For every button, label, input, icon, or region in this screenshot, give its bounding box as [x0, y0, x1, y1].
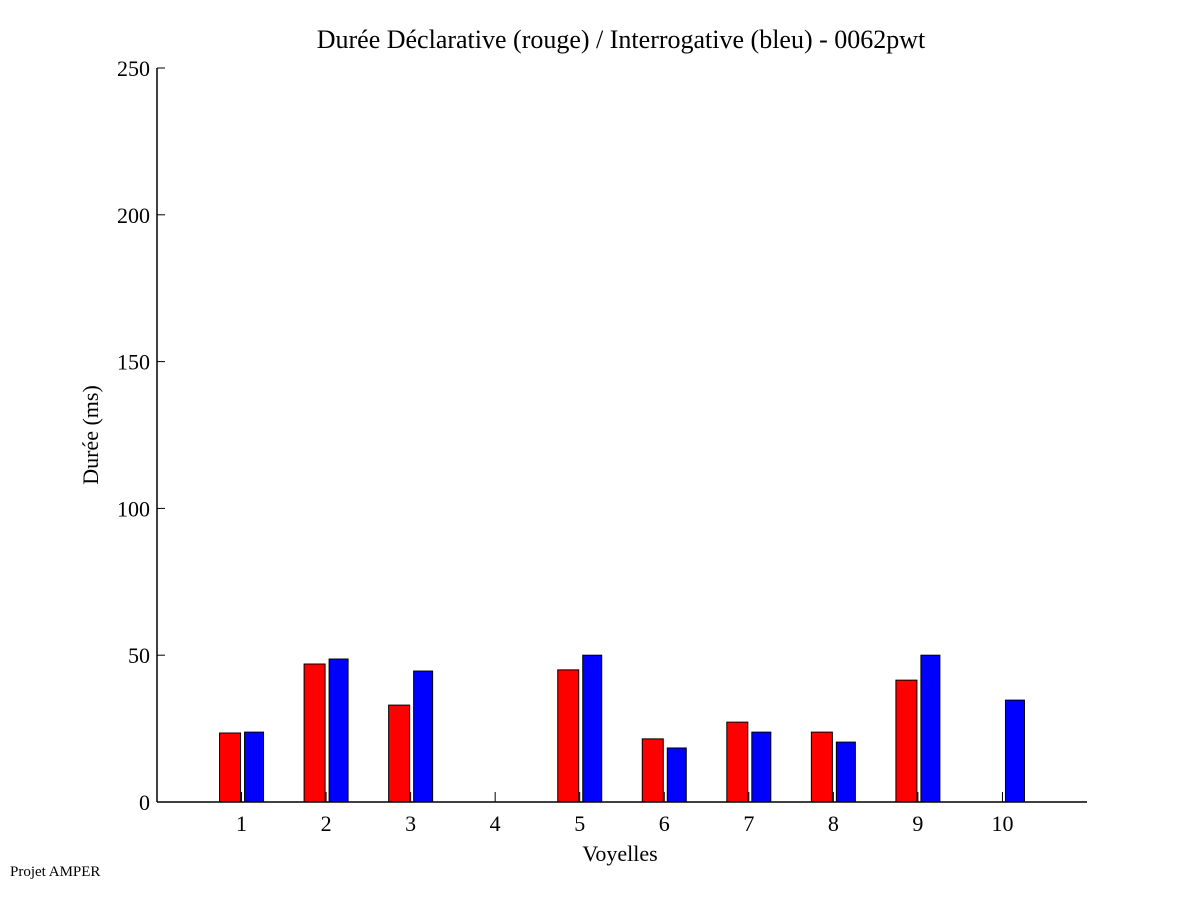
x-tick-label: 6: [659, 811, 670, 836]
footer-credit: Projet AMPER: [10, 864, 101, 880]
bar-interrogative-2: [328, 658, 349, 803]
bar-déclarative-9: [895, 679, 918, 803]
bar-déclarative-5: [557, 669, 580, 803]
x-tick-label: 2: [321, 811, 332, 836]
bar-déclarative-1: [219, 732, 242, 803]
bar-interrogative-5: [582, 654, 603, 803]
y-tick-label: 0: [139, 790, 150, 815]
y-tick-label: 250: [117, 56, 150, 81]
x-tick-label: 5: [574, 811, 585, 836]
bar-interrogative-1: [244, 731, 265, 803]
bar-déclarative-8: [810, 731, 833, 803]
chart-title: Durée Déclarative (rouge) / Interrogativ…: [317, 25, 926, 54]
x-tick-label: 9: [912, 811, 923, 836]
x-tick-label: 10: [991, 811, 1013, 836]
x-tick-label: 3: [405, 811, 416, 836]
y-tick-label: 100: [117, 496, 150, 521]
bar-déclarative-2: [303, 663, 326, 803]
bar-interrogative-3: [413, 670, 434, 803]
bar-déclarative-7: [726, 721, 749, 803]
bar-interrogative-7: [751, 731, 772, 803]
x-axis-label: Voyelles: [582, 841, 657, 866]
x-tick-label: 4: [490, 811, 501, 836]
y-tick-label: 200: [117, 203, 150, 228]
x-tick-label: 8: [828, 811, 839, 836]
bar-déclarative-6: [641, 738, 664, 803]
y-tick-label: 50: [128, 643, 150, 668]
bar-interrogative-8: [835, 741, 856, 803]
bar-interrogative-10: [1004, 699, 1025, 803]
bar-interrogative-9: [920, 654, 941, 803]
bar-interrogative-6: [666, 747, 687, 803]
y-tick-label: 150: [117, 350, 150, 375]
bar-déclarative-3: [388, 704, 411, 803]
x-tick-label: 7: [743, 811, 754, 836]
y-axis-label: Durée (ms): [78, 385, 103, 485]
x-tick-label: 1: [236, 811, 247, 836]
